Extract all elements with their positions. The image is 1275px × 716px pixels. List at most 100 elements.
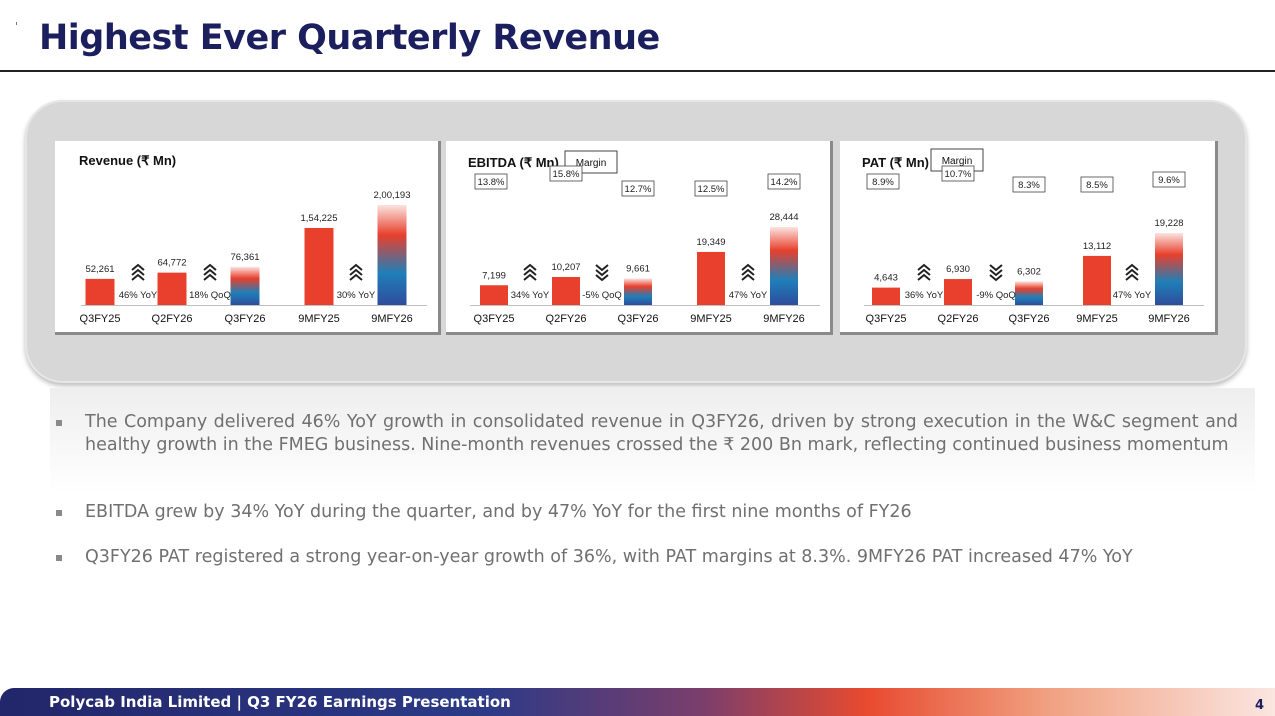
growth-label: -5% QoQ	[582, 290, 622, 301]
double-chevron-up-icon	[741, 273, 755, 281]
double-chevron-up-icon	[523, 273, 537, 281]
double-chevron-up-icon	[523, 268, 537, 276]
category-label: Q3FY26	[225, 313, 266, 325]
category-label: Q3FY25	[866, 313, 907, 325]
page-number: 4	[1254, 698, 1264, 713]
data-label: 19,349	[696, 237, 725, 248]
bullet-text: Q3FY26 PAT registered a strong year-on-y…	[85, 547, 1133, 567]
data-label: 10,207	[551, 262, 580, 273]
margin-box	[1080, 176, 1114, 193]
double-chevron-up-icon	[1125, 268, 1139, 276]
margin-box	[1152, 171, 1186, 188]
category-label: Q3FY26	[618, 313, 659, 325]
footer-bar: Polycab India Limited | Q3 FY26 Earnings…	[0, 688, 1275, 716]
margin-value: 8.3%	[1018, 180, 1040, 191]
category-label: Q2FY26	[152, 313, 193, 325]
double-chevron-up-icon	[1125, 263, 1139, 271]
category-label: Q3FY25	[474, 313, 515, 325]
margin-value: 12.7%	[625, 184, 652, 195]
data-label: 76,361	[230, 252, 259, 263]
margin-value: 8.9%	[872, 177, 894, 188]
data-label: 9,661	[626, 264, 650, 275]
bar	[697, 251, 725, 305]
margin-value: 12.5%	[698, 184, 725, 195]
margin-value: 8.5%	[1086, 180, 1108, 191]
double-chevron-down-icon	[595, 274, 609, 282]
data-label: 7,199	[482, 270, 506, 281]
bar	[304, 227, 334, 305]
double-chevron-down-icon	[595, 264, 609, 272]
bar	[552, 277, 580, 305]
margin-value: 14.2%	[771, 177, 798, 188]
double-chevron-up-icon	[131, 273, 145, 281]
double-chevron-up-icon	[203, 263, 217, 271]
bar	[480, 285, 508, 305]
category-label: 9MFY25	[690, 313, 732, 325]
margin-value: 13.8%	[478, 177, 505, 188]
bullet-text: EBITDA grew by 34% YoY during the quarte…	[85, 502, 912, 522]
pat-chart: PAT (₹ Mn) Margin 4,643 Q3FY25 8.9% 6,930 Q2FY…	[840, 141, 1218, 335]
bar	[944, 279, 972, 305]
margin-box	[694, 180, 728, 197]
commentary-background	[50, 388, 1255, 493]
data-label: 52,261	[85, 264, 114, 275]
margin-value: 9.6%	[1158, 175, 1180, 186]
chart-title: PAT (₹ Mn)	[862, 155, 929, 170]
margin-box	[474, 173, 508, 190]
margin-box	[1012, 176, 1046, 193]
double-chevron-up-icon	[917, 263, 931, 271]
growth-label: 47% YoY	[1113, 290, 1152, 301]
data-label: 19,228	[1154, 218, 1183, 229]
double-chevron-up-icon	[131, 268, 145, 276]
ebitda-chart: EBITDA (₹ Mn) Margin 7,199 Q3FY25 13.8% 10,20…	[446, 141, 833, 335]
margin-box	[549, 165, 583, 182]
bullet-square-icon	[56, 420, 62, 426]
ebitda-chart-svg: EBITDA (₹ Mn) Margin 7,199 Q3FY25 13.8% 10,20…	[468, 150, 820, 325]
bar	[230, 266, 260, 305]
bullet-square-icon	[56, 510, 62, 516]
bullet-text: The Company delivered 46% YoY growth in …	[85, 412, 1238, 455]
double-chevron-up-icon	[349, 273, 363, 281]
double-chevron-up-icon	[1125, 273, 1139, 281]
page-title: Highest Ever Quarterly Revenue	[39, 18, 660, 58]
bar	[377, 205, 407, 305]
title-divider	[0, 70, 1275, 72]
revenue-chart-svg: Revenue (₹ Mn) 52,261 Q3FY25 64,772 Q2FY26 76…	[79, 153, 427, 325]
double-chevron-up-icon	[349, 263, 363, 271]
data-label: 13,112	[1083, 241, 1111, 252]
double-chevron-up-icon	[131, 263, 145, 271]
growth-label: 46% YoY	[119, 290, 158, 301]
data-label: 28,444	[769, 212, 798, 223]
double-chevron-down-icon	[989, 274, 1003, 282]
margin-box	[866, 173, 900, 190]
margin-box	[767, 173, 801, 190]
bullet-pat: Q3FY26 PAT registered a strong year-on-y…	[56, 546, 1238, 569]
double-chevron-up-icon	[349, 268, 363, 276]
category-label: 9MFY25	[1076, 313, 1118, 325]
revenue-chart: Revenue (₹ Mn) 52,261 Q3FY25 64,772 Q2FY26 76…	[55, 141, 441, 335]
data-label: 64,772	[157, 258, 186, 269]
data-label: 4,643	[874, 273, 898, 284]
category-label: 9MFY25	[298, 313, 340, 325]
double-chevron-up-icon	[917, 268, 931, 276]
double-chevron-down-icon	[989, 269, 1003, 277]
category-label: Q2FY26	[938, 313, 979, 325]
category-label: 9MFY26	[1148, 313, 1190, 325]
margin-value: 10.7%	[945, 169, 972, 180]
double-chevron-up-icon	[741, 263, 755, 271]
bullet-square-icon	[56, 555, 62, 561]
bar	[770, 227, 798, 305]
margin-legend-label: Margin	[576, 158, 607, 169]
double-chevron-up-icon	[203, 273, 217, 281]
bar	[1015, 281, 1043, 305]
bar	[157, 272, 187, 305]
growth-label: 36% YoY	[905, 290, 944, 301]
chart-title: EBITDA (₹ Mn)	[468, 155, 559, 170]
double-chevron-down-icon	[989, 264, 1003, 272]
bar	[872, 287, 900, 305]
category-label: Q2FY26	[546, 313, 587, 325]
chart-title: Revenue (₹ Mn)	[79, 153, 176, 168]
double-chevron-up-icon	[523, 263, 537, 271]
double-chevron-up-icon	[203, 268, 217, 276]
bar	[1155, 233, 1183, 305]
